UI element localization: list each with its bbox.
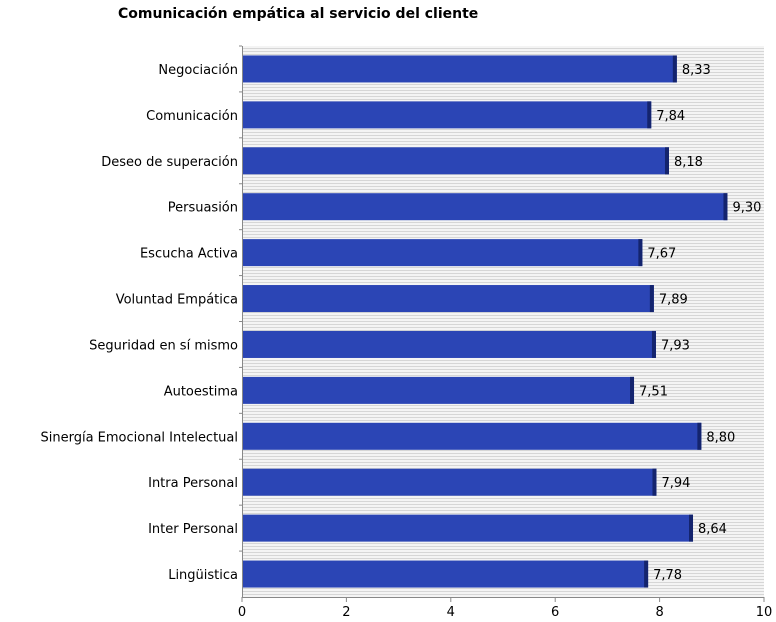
bar-edge-2 <box>647 101 652 129</box>
bar-edge-7 <box>651 330 656 358</box>
bar-edge-10 <box>652 468 657 496</box>
category-label: Voluntad Empática <box>116 293 238 308</box>
chart-title: Comunicación empática al servicio del cl… <box>118 6 479 22</box>
value-label: 8,64 <box>698 522 727 537</box>
category-label: Inter Personal <box>148 522 238 537</box>
value-label: 9,30 <box>732 201 761 216</box>
bar-edge-9 <box>697 422 702 450</box>
category-label: Negociación <box>158 63 238 78</box>
bar-1 <box>243 55 677 83</box>
category-label: Deseo de superación <box>101 155 238 170</box>
x-tick-label: 6 <box>551 605 559 620</box>
value-label: 7,84 <box>656 109 685 124</box>
category-label: Seguridad en sí mismo <box>89 338 238 353</box>
value-label: 7,93 <box>661 338 690 353</box>
bar-8 <box>243 376 635 404</box>
bar-2 <box>243 101 652 129</box>
category-label: Lingüistica <box>168 568 238 583</box>
category-label: Sinergía Emocional Intelectual <box>40 430 238 445</box>
bar-edge-6 <box>649 285 654 313</box>
bar-edge-5 <box>638 239 643 267</box>
x-tick-label: 2 <box>342 605 350 620</box>
value-label: 8,33 <box>682 63 711 78</box>
bar-edge-12 <box>644 560 649 588</box>
bar-11 <box>243 514 694 542</box>
bar-12 <box>243 560 649 588</box>
category-label: Comunicación <box>146 109 238 124</box>
x-tick-label: 8 <box>655 605 663 620</box>
bar-edge-1 <box>672 55 677 83</box>
category-label: Intra Personal <box>148 476 238 491</box>
bar-edge-8 <box>630 376 635 404</box>
value-label: 7,78 <box>653 568 682 583</box>
category-label: Escucha Activa <box>140 247 238 262</box>
bar-3 <box>243 147 669 175</box>
value-label: 7,67 <box>647 247 676 262</box>
x-tick-label: 4 <box>447 605 455 620</box>
bar-edge-11 <box>689 514 694 542</box>
value-label: 7,51 <box>639 384 668 399</box>
bar-5 <box>243 239 643 267</box>
x-tick-label: 0 <box>238 605 246 620</box>
value-label: 8,18 <box>674 155 703 170</box>
bar-edge-4 <box>723 193 728 221</box>
category-label: Persuasión <box>168 201 238 216</box>
bar-9 <box>243 422 702 450</box>
bar-4 <box>243 193 728 221</box>
bar-10 <box>243 468 657 496</box>
value-label: 8,80 <box>706 430 735 445</box>
value-label: 7,89 <box>659 293 688 308</box>
bar-7 <box>243 330 656 358</box>
bar-6 <box>243 285 654 313</box>
category-label: Autoestima <box>164 384 238 399</box>
bar-edge-3 <box>664 147 669 175</box>
x-tick-label: 10 <box>756 605 773 620</box>
value-label: 7,94 <box>661 476 690 491</box>
